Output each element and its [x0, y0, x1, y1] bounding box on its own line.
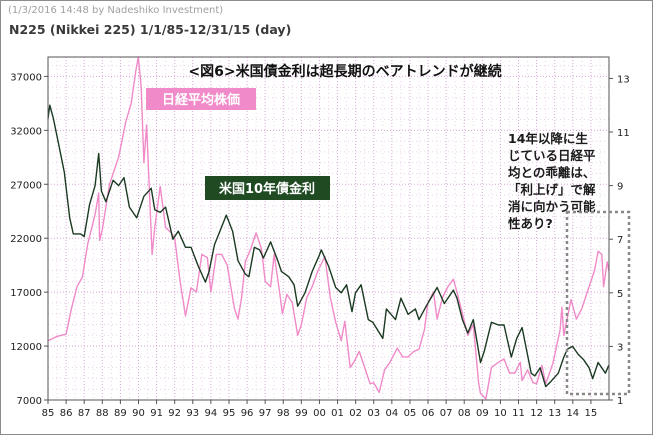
note-line: 「利上げ」で解 — [508, 182, 596, 197]
x-tick-label: 03 — [367, 408, 380, 419]
y-left-tick-label: 12000 — [10, 342, 42, 353]
x-tick-label: 89 — [114, 408, 127, 419]
note-line: 14年以降に生 — [508, 131, 588, 146]
x-tick-label: 88 — [96, 408, 109, 419]
yield-label: 米国10年債金利 — [219, 181, 315, 197]
y-left-tick-label: 32000 — [10, 126, 42, 137]
symbol-title: N225 (Nikkei 225) 1/1/85-12/31/15 (day) — [9, 22, 292, 37]
x-tick-label: 93 — [186, 408, 199, 419]
x-tick-label: 99 — [295, 408, 308, 419]
y-right-tick-label: 13 — [617, 74, 630, 85]
nikkei-series-line — [47, 56, 610, 400]
x-tick-label: 12 — [530, 408, 543, 419]
x-tick-label: 05 — [404, 408, 417, 419]
x-tick-label: 14 — [566, 408, 579, 419]
x-tick-label: 09 — [476, 408, 489, 419]
x-tick-label: 87 — [78, 408, 91, 419]
y-left-tick-label: 22000 — [10, 234, 42, 245]
x-tick-label: 96 — [241, 408, 254, 419]
x-tick-label: 97 — [259, 408, 272, 419]
timestamp-label: (1/3/2016 14:48 by Nadeshiko Investment) — [8, 5, 224, 16]
x-tick-label: 00 — [313, 408, 326, 419]
x-tick-label: 85 — [42, 408, 55, 419]
y-right-tick-label: 11 — [617, 128, 630, 139]
x-tick-label: 13 — [548, 408, 561, 419]
x-tick-label: 04 — [385, 408, 398, 419]
note-line: 性あり? — [507, 216, 553, 231]
highlight-dashed-box — [565, 210, 631, 396]
y-right-tick-label: 7 — [617, 235, 623, 246]
y-left-tick-label: 37000 — [10, 72, 42, 83]
x-tick-label: 11 — [512, 408, 525, 419]
chart-title: <図6>米国債金利は超長期のベアトレンドが継続 — [188, 63, 501, 80]
yield-label-box — [205, 176, 330, 200]
y-left-tick-label: 27000 — [10, 180, 42, 191]
axes: 85 86 87 88 89 90 91 92 93 94 95 96 97 98 99 00 01 02 03 04… — [10, 56, 630, 419]
x-tick-label: 90 — [132, 408, 145, 419]
y-right-tick-label: 9 — [617, 182, 623, 193]
x-tick-label: 94 — [205, 408, 218, 419]
nikkei-label: 日経平均株価 — [162, 92, 240, 108]
x-tick-label: 86 — [60, 408, 73, 419]
x-tick-label: 06 — [422, 408, 435, 419]
x-tick-label: 07 — [440, 408, 453, 419]
y-right-tick-label: 1 — [617, 396, 623, 407]
note-line: 均との乖離は、 — [508, 165, 595, 180]
x-tick-label: 92 — [168, 408, 181, 419]
x-tick-label: 95 — [223, 408, 236, 419]
x-tick-label: 10 — [494, 408, 507, 419]
plot-border — [47, 56, 610, 401]
x-tick-label: 01 — [331, 408, 344, 419]
x-tick-label: 08 — [458, 408, 471, 419]
x-tick-label: 91 — [150, 408, 163, 419]
note-line: 消に向かう可能 — [508, 199, 596, 214]
series-layer — [47, 56, 610, 400]
us10y-yield-series-line — [47, 104, 610, 388]
y-left-tick-label: 7000 — [17, 396, 42, 407]
x-tick-label: 02 — [349, 408, 362, 419]
y-left-tick-label: 17000 — [10, 288, 42, 299]
x-tick-label: 98 — [277, 408, 290, 419]
y-right-tick-label: 3 — [617, 342, 623, 353]
x-tick-label: 15 — [585, 408, 598, 419]
note-line: じている日経平 — [508, 148, 596, 163]
nikkei-label-box — [146, 88, 256, 110]
y-right-tick-label: 5 — [617, 289, 623, 300]
